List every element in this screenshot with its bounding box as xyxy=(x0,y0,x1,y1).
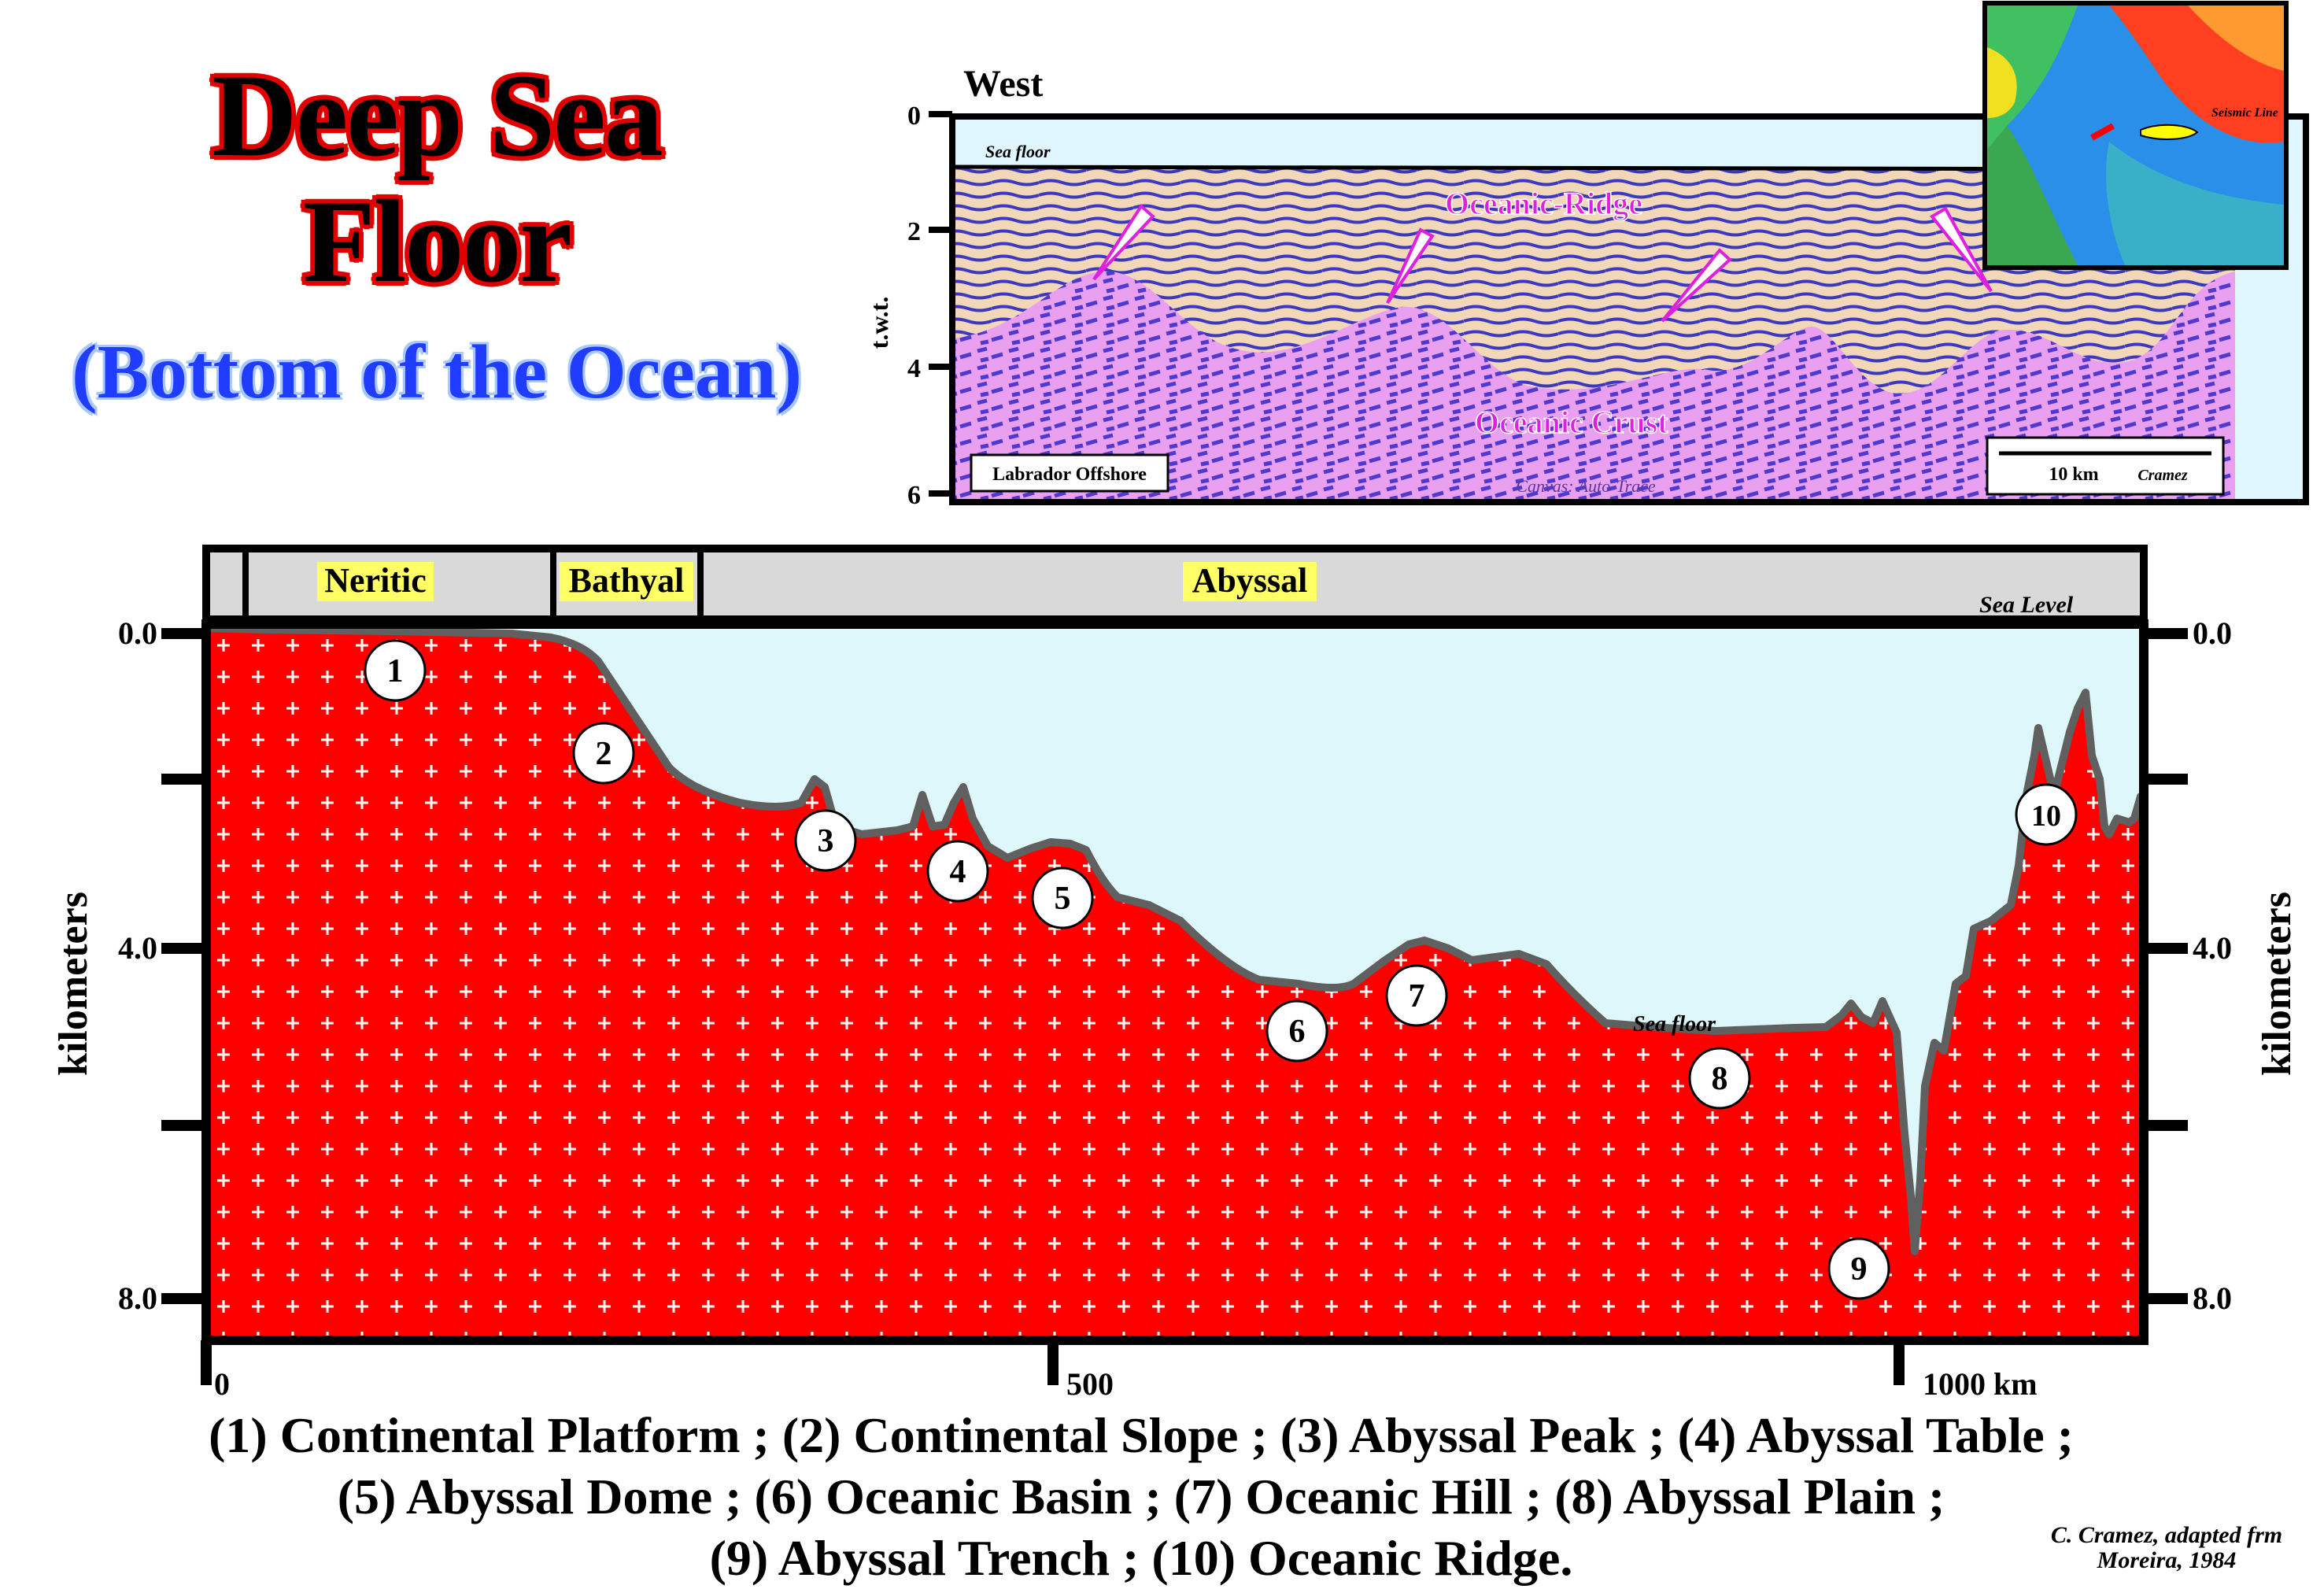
svg-text:10: 10 xyxy=(2031,800,2061,833)
software-label: Canvas: Auto-Trace xyxy=(1516,476,1656,496)
credit-line-2: Moreira, 1984 xyxy=(2097,1547,2237,1573)
feature-markers: 1 2 3 4 5 6 7 8 9 10 xyxy=(364,639,2078,1300)
zone-bar: Neritic Bathyal Abyssal xyxy=(202,545,2148,623)
profile-tick-0: 0.0 xyxy=(118,615,157,651)
svg-text:9: 9 xyxy=(1851,1251,1868,1288)
feature-marker-5: 5 xyxy=(1031,867,1094,929)
location-label: Labrador Offshore xyxy=(992,464,1147,485)
feature-marker-10: 10 xyxy=(2015,783,2078,846)
feature-marker-3: 3 xyxy=(794,809,857,872)
x-tick-0: 0 xyxy=(214,1366,230,1402)
x-tick-1000: 1000 km xyxy=(1923,1366,2038,1402)
feature-marker-7: 7 xyxy=(1385,964,1448,1027)
seismic-tick-6: 6 xyxy=(907,481,921,510)
profile-x-axis: 0 500 1000 km xyxy=(201,1340,2038,1402)
feature-marker-9: 9 xyxy=(1827,1237,1890,1300)
title-line-1: Deep Sea xyxy=(212,50,663,181)
svg-text:7: 7 xyxy=(1409,978,1425,1014)
seismic-tick-0: 0 xyxy=(907,102,921,131)
seismic-section: West 0 2 4 6 t.w.t. 4 6 seconds xyxy=(865,1,2309,510)
direction-label: West xyxy=(963,63,1043,105)
svg-text:3: 3 xyxy=(818,823,834,859)
zone-abyssal: Abyssal xyxy=(1192,561,1308,600)
inset-label: Seismic Line xyxy=(2211,106,2278,120)
caption-line-3: (9) Abyssal Trench ; (10) Oceanic Ridge. xyxy=(709,1530,1573,1586)
profile-tick-8: 8.0 xyxy=(118,1280,157,1316)
title-line-2: Floor xyxy=(303,176,572,307)
credit-line-1: C. Cramez, adapted frm xyxy=(2050,1522,2283,1548)
profile-sea-floor-label: Sea floor xyxy=(1633,1012,1716,1037)
svg-text:4: 4 xyxy=(950,854,966,890)
seismic-left-axis: 0 2 4 6 t.w.t. xyxy=(865,102,952,510)
profile-right-axis: 0.0 4.0 8.0 kilometers xyxy=(2144,615,2300,1316)
oceanic-ridge-label: Oceanic-Ridge xyxy=(1445,186,1642,221)
feature-marker-4: 4 xyxy=(926,840,989,903)
svg-text:8: 8 xyxy=(1712,1061,1728,1097)
seismic-tick-2: 2 xyxy=(907,217,921,246)
feature-marker-2: 2 xyxy=(572,722,635,785)
seismic-author-label: Cramez xyxy=(2137,467,2188,484)
profile-tick-4: 4.0 xyxy=(118,930,157,966)
profile-left-axis: 0.0 4.0 8.0 kilometers xyxy=(51,615,206,1316)
x-tick-500: 500 xyxy=(1066,1366,1114,1402)
feature-marker-8: 8 xyxy=(1688,1047,1751,1110)
svg-text:5: 5 xyxy=(1055,881,1071,917)
scale-label: 10 km xyxy=(2049,464,2098,485)
zone-neritic: Neritic xyxy=(324,561,426,600)
sea-level-label: Sea Level xyxy=(1979,592,2074,618)
feature-marker-6: 6 xyxy=(1265,1000,1328,1062)
seismic-y-label-left: t.w.t. xyxy=(865,297,893,349)
svg-text:6: 6 xyxy=(1289,1014,1306,1050)
profile-right-tick-8: 8.0 xyxy=(2193,1280,2232,1316)
profile-right-tick-4: 4.0 xyxy=(2193,930,2232,966)
seismic-sea-floor-label: Sea floor xyxy=(985,142,1051,161)
feature-marker-1: 1 xyxy=(364,639,427,702)
sea-floor-profile xyxy=(206,624,2144,1340)
svg-text:1: 1 xyxy=(387,653,404,689)
seismic-tick-4: 4 xyxy=(907,354,921,383)
profile-y-label-left: kilometers xyxy=(51,892,96,1076)
profile-right-tick-0: 0.0 xyxy=(2193,615,2232,651)
deep-sea-profile: Neritic Bathyal Abyssal Sea Level Sea fl… xyxy=(51,545,2300,1402)
zone-bathyal: Bathyal xyxy=(569,561,685,600)
subtitle: (Bottom of the Ocean) xyxy=(71,330,803,415)
caption-line-2: (5) Abyssal Dome ; (6) Oceanic Basin ; (… xyxy=(337,1469,1945,1524)
inset-map: Seismic Line xyxy=(1982,1,2289,270)
oceanic-crust-label: Oceanic Crust xyxy=(1475,405,1668,440)
caption-line-1: (1) Continental Platform ; (2) Continent… xyxy=(209,1407,2074,1463)
profile-y-label-right: kilometers xyxy=(2255,892,2300,1076)
svg-text:2: 2 xyxy=(596,736,612,772)
